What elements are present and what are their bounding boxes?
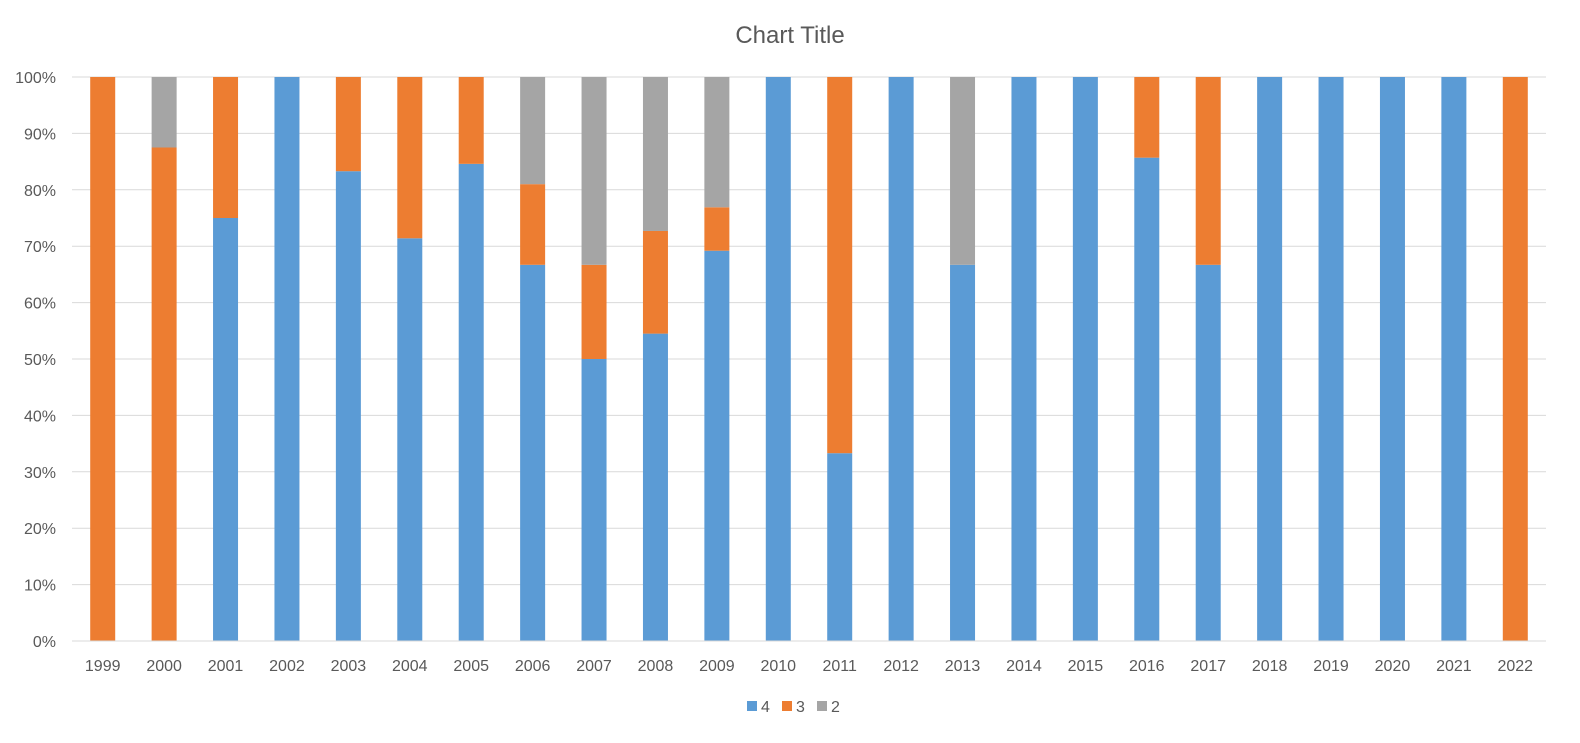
x-tick-label: 2019 bbox=[1313, 658, 1349, 675]
bar-segment-series-3 bbox=[90, 77, 116, 641]
bar-segment-series-3 bbox=[581, 264, 607, 359]
legend-swatch bbox=[817, 701, 827, 711]
x-tick-label: 2008 bbox=[638, 658, 674, 675]
bar-segment-series-4 bbox=[1318, 77, 1344, 641]
bar-segment-series-4 bbox=[950, 264, 976, 641]
bar-segment-series-4 bbox=[1072, 77, 1098, 641]
y-tick-label: 80% bbox=[24, 183, 56, 200]
bar-segment-series-4 bbox=[642, 333, 668, 641]
bar-segment-series-4 bbox=[1257, 77, 1283, 641]
legend: 4 3 2 bbox=[747, 699, 840, 716]
bar-segment-series-3 bbox=[213, 77, 239, 218]
gridlines bbox=[72, 76, 1546, 642]
bar-segment-series-3 bbox=[1134, 77, 1160, 158]
bar-segment-series-4 bbox=[335, 171, 361, 642]
bar-segment-series-4 bbox=[1195, 264, 1221, 641]
x-tick-label: 2016 bbox=[1129, 658, 1165, 675]
x-tick-label: 2011 bbox=[823, 658, 858, 675]
x-tick-label: 1999 bbox=[85, 658, 121, 675]
x-tick-label: 2021 bbox=[1436, 658, 1472, 675]
y-tick-label: 60% bbox=[24, 296, 56, 313]
legend-swatch bbox=[747, 701, 757, 711]
legend-item-4: 4 bbox=[747, 699, 770, 716]
bar-segment-series-2 bbox=[151, 77, 177, 148]
bar-segment-series-4 bbox=[1379, 77, 1405, 641]
y-tick-label: 100% bbox=[15, 70, 56, 87]
x-tick-label: 2017 bbox=[1190, 658, 1226, 675]
bar-segment-series-4 bbox=[704, 250, 730, 641]
bar-segment-series-3 bbox=[335, 77, 361, 172]
bar-segment-series-3 bbox=[151, 147, 177, 641]
x-tick-label: 2014 bbox=[1006, 658, 1042, 675]
bar-segment-series-3 bbox=[458, 77, 484, 164]
bar-segment-series-4 bbox=[765, 77, 791, 641]
x-tick-label: 2010 bbox=[760, 658, 796, 675]
bar-segment-series-3 bbox=[1195, 77, 1221, 265]
x-tick-label: 2006 bbox=[515, 658, 551, 675]
x-tick-label: 2007 bbox=[576, 658, 612, 675]
legend-label: 3 bbox=[796, 699, 805, 716]
x-tick-label: 2022 bbox=[1497, 658, 1533, 675]
bar-segment-series-3 bbox=[704, 207, 730, 251]
y-tick-label: 30% bbox=[24, 465, 56, 482]
bar-segment-series-4 bbox=[1134, 157, 1160, 642]
x-tick-label: 2012 bbox=[883, 658, 919, 675]
y-tick-label: 20% bbox=[24, 521, 56, 538]
x-tick-label: 2009 bbox=[699, 658, 735, 675]
y-tick-label: 90% bbox=[24, 126, 56, 143]
bar-segment-series-3 bbox=[827, 77, 853, 454]
y-axis: 0% 10% 20% 30% 40% 50% 60% 70% 80% 90% 100% bbox=[15, 70, 56, 651]
y-tick-label: 0% bbox=[33, 634, 56, 651]
x-tick-label: 2005 bbox=[453, 658, 489, 675]
bar-segment-series-2 bbox=[581, 77, 607, 265]
x-tick-label: 2020 bbox=[1375, 658, 1411, 675]
x-tick-label: 2004 bbox=[392, 658, 428, 675]
bar-segment-series-4 bbox=[581, 359, 607, 641]
legend-label: 4 bbox=[761, 699, 770, 716]
bar-segment-series-2 bbox=[642, 77, 668, 231]
bar-segment-series-4 bbox=[1441, 77, 1467, 641]
y-tick-label: 10% bbox=[24, 578, 56, 595]
x-axis: 1999 2000 2001 2002 2003 2004 2005 2006 2007 2008… bbox=[72, 640, 1546, 675]
x-tick-label: 2000 bbox=[146, 658, 182, 675]
bar-segment-series-2 bbox=[950, 77, 976, 265]
bar-segment-series-4 bbox=[888, 77, 914, 641]
legend-item-3: 3 bbox=[782, 699, 805, 716]
x-tick-label: 2013 bbox=[945, 658, 981, 675]
y-tick-label: 40% bbox=[24, 408, 56, 425]
legend-item-2: 2 bbox=[817, 699, 840, 716]
bar-segment-series-4 bbox=[213, 218, 239, 641]
bar-segment-series-2 bbox=[520, 77, 546, 185]
bar-segment-series-2 bbox=[704, 77, 730, 208]
bar-segment-series-4 bbox=[827, 453, 853, 641]
y-tick-label: 70% bbox=[24, 239, 56, 256]
x-tick-label: 2018 bbox=[1252, 658, 1288, 675]
bar-segment-series-4 bbox=[1011, 77, 1037, 641]
bar-segment-series-4 bbox=[274, 77, 300, 641]
x-tick-label: 2003 bbox=[331, 658, 367, 675]
bar-segment-series-3 bbox=[397, 77, 423, 239]
bar-segment-series-3 bbox=[1502, 77, 1528, 641]
y-tick-label: 50% bbox=[24, 352, 56, 369]
chart-title: Chart Title bbox=[735, 22, 844, 49]
bar-segment-series-3 bbox=[520, 184, 546, 265]
bar-segment-series-4 bbox=[520, 264, 546, 641]
legend-swatch bbox=[782, 701, 792, 711]
bar-segment-series-3 bbox=[642, 230, 668, 334]
legend-label: 2 bbox=[831, 699, 840, 716]
x-tick-label: 2001 bbox=[208, 658, 244, 675]
x-tick-label: 2002 bbox=[269, 658, 305, 675]
x-tick-label: 2015 bbox=[1068, 658, 1104, 675]
bar-segment-series-4 bbox=[397, 238, 423, 641]
bar-segment-series-4 bbox=[458, 163, 484, 641]
bars bbox=[90, 77, 1528, 642]
